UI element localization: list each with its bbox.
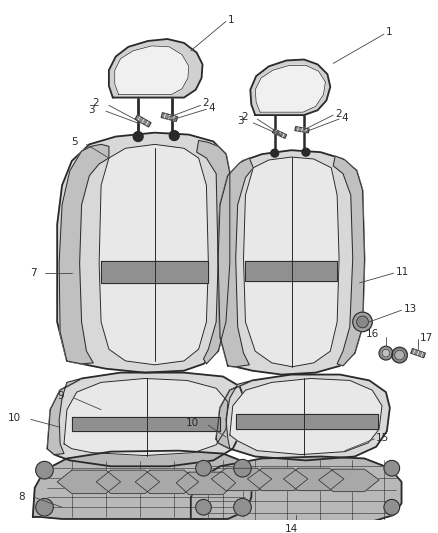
Text: 14: 14 (285, 524, 298, 533)
Text: 1: 1 (228, 14, 234, 25)
Polygon shape (64, 378, 228, 456)
Polygon shape (218, 158, 253, 367)
Polygon shape (47, 373, 245, 466)
Polygon shape (197, 141, 230, 364)
Polygon shape (247, 468, 308, 491)
Polygon shape (283, 468, 344, 491)
Text: 17: 17 (420, 334, 433, 343)
Circle shape (234, 498, 251, 516)
Polygon shape (318, 469, 379, 491)
Circle shape (392, 348, 407, 363)
Polygon shape (244, 157, 339, 367)
Text: 2: 2 (241, 112, 247, 122)
Circle shape (379, 346, 393, 360)
Circle shape (302, 148, 310, 156)
Polygon shape (255, 66, 325, 112)
Text: 2: 2 (92, 99, 99, 108)
Text: 2: 2 (202, 99, 209, 108)
Text: 4: 4 (208, 103, 215, 114)
Circle shape (36, 498, 53, 516)
Circle shape (196, 499, 211, 515)
Text: 5: 5 (71, 138, 78, 148)
Text: 15: 15 (376, 433, 389, 443)
Circle shape (36, 462, 53, 479)
Polygon shape (411, 349, 425, 358)
Polygon shape (272, 129, 286, 138)
Polygon shape (72, 417, 220, 431)
Polygon shape (47, 378, 81, 455)
Polygon shape (245, 261, 337, 281)
Text: 11: 11 (396, 267, 409, 277)
Polygon shape (230, 378, 382, 455)
Polygon shape (333, 156, 364, 366)
Circle shape (395, 350, 404, 360)
Polygon shape (161, 112, 177, 122)
Polygon shape (109, 39, 202, 98)
Polygon shape (33, 451, 252, 519)
Text: 4: 4 (341, 113, 348, 123)
Circle shape (384, 499, 399, 515)
Polygon shape (251, 60, 330, 115)
Circle shape (133, 132, 143, 141)
Polygon shape (216, 381, 252, 449)
Text: 9: 9 (57, 391, 64, 401)
Text: 16: 16 (366, 329, 379, 338)
Circle shape (271, 149, 279, 157)
Polygon shape (59, 144, 109, 364)
Polygon shape (211, 468, 272, 491)
Text: 10: 10 (8, 414, 21, 424)
Text: 2: 2 (335, 109, 342, 119)
Text: 3: 3 (88, 105, 95, 115)
Polygon shape (135, 115, 151, 127)
Polygon shape (295, 127, 309, 133)
Circle shape (170, 131, 179, 141)
Polygon shape (218, 150, 364, 375)
Polygon shape (99, 144, 208, 365)
Circle shape (357, 316, 368, 328)
Polygon shape (216, 375, 390, 461)
Polygon shape (96, 470, 159, 494)
Text: 10: 10 (186, 418, 198, 429)
Polygon shape (176, 472, 236, 495)
Polygon shape (57, 470, 120, 494)
Text: 8: 8 (18, 491, 25, 502)
Text: 3: 3 (237, 116, 244, 126)
Circle shape (382, 349, 390, 357)
Text: 7: 7 (30, 268, 37, 278)
Circle shape (353, 312, 372, 332)
Text: 13: 13 (403, 304, 417, 314)
Circle shape (196, 461, 211, 476)
Polygon shape (57, 133, 230, 373)
Polygon shape (236, 414, 378, 429)
Text: 1: 1 (386, 27, 392, 37)
Polygon shape (135, 470, 198, 494)
Circle shape (234, 459, 251, 477)
Polygon shape (191, 457, 402, 521)
Circle shape (384, 461, 399, 476)
Polygon shape (101, 261, 208, 283)
Polygon shape (115, 46, 189, 95)
